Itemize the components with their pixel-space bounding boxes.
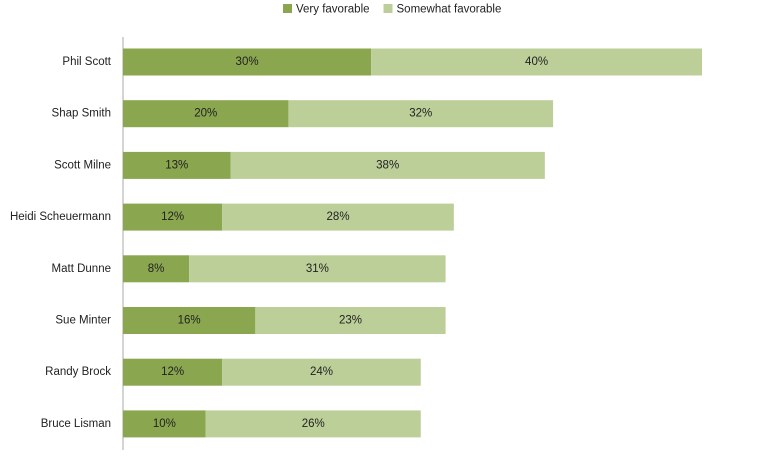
y-tick-label: Matt Dunne xyxy=(52,263,111,275)
data-label: 12% xyxy=(161,366,184,378)
legend-label: Somewhat favorable xyxy=(397,4,502,16)
bar-segment xyxy=(189,255,446,283)
y-tick-label: Shap Smith xyxy=(52,108,111,120)
data-label: 32% xyxy=(409,108,432,120)
bar-segment xyxy=(255,307,446,334)
data-label: 13% xyxy=(165,159,188,171)
y-tick-label: Sue Minter xyxy=(55,315,111,327)
data-label: 31% xyxy=(306,263,329,275)
bar-segment xyxy=(222,203,454,231)
bar-segment xyxy=(371,48,702,76)
data-label: 28% xyxy=(327,211,350,223)
y-tick-label: Heidi Scheuermann xyxy=(10,211,111,223)
bar-segment xyxy=(123,100,289,128)
bar-segment xyxy=(123,307,256,334)
data-label: 40% xyxy=(525,56,548,68)
data-label: 26% xyxy=(302,418,325,430)
data-label: 38% xyxy=(376,159,399,171)
data-label: 12% xyxy=(161,211,184,223)
bar-segment xyxy=(123,48,372,76)
y-tick-label: Scott Milne xyxy=(54,159,111,171)
bar-segment xyxy=(205,410,421,438)
data-label: 10% xyxy=(153,418,176,430)
legend-swatch xyxy=(383,4,393,13)
bar-segment xyxy=(288,100,554,128)
bar-segment xyxy=(123,255,190,283)
y-tick-label: Randy Brock xyxy=(45,366,111,378)
bar-segment xyxy=(123,358,223,386)
bar-segment xyxy=(123,410,206,438)
bar-segment xyxy=(123,203,223,231)
data-label: 20% xyxy=(194,108,217,120)
legend-label: Very favorable xyxy=(296,4,370,16)
bar-segment xyxy=(222,358,421,386)
data-label: 8% xyxy=(148,263,165,275)
data-label: 16% xyxy=(178,315,201,327)
bar-segment xyxy=(230,151,545,179)
data-label: 24% xyxy=(310,366,333,378)
legend-swatch xyxy=(283,4,292,13)
data-label: 23% xyxy=(339,315,362,327)
bar-segment xyxy=(123,151,231,179)
y-tick-label: Phil Scott xyxy=(62,56,111,68)
data-label: 30% xyxy=(236,56,259,68)
y-tick-label: Bruce Lisman xyxy=(41,418,111,430)
